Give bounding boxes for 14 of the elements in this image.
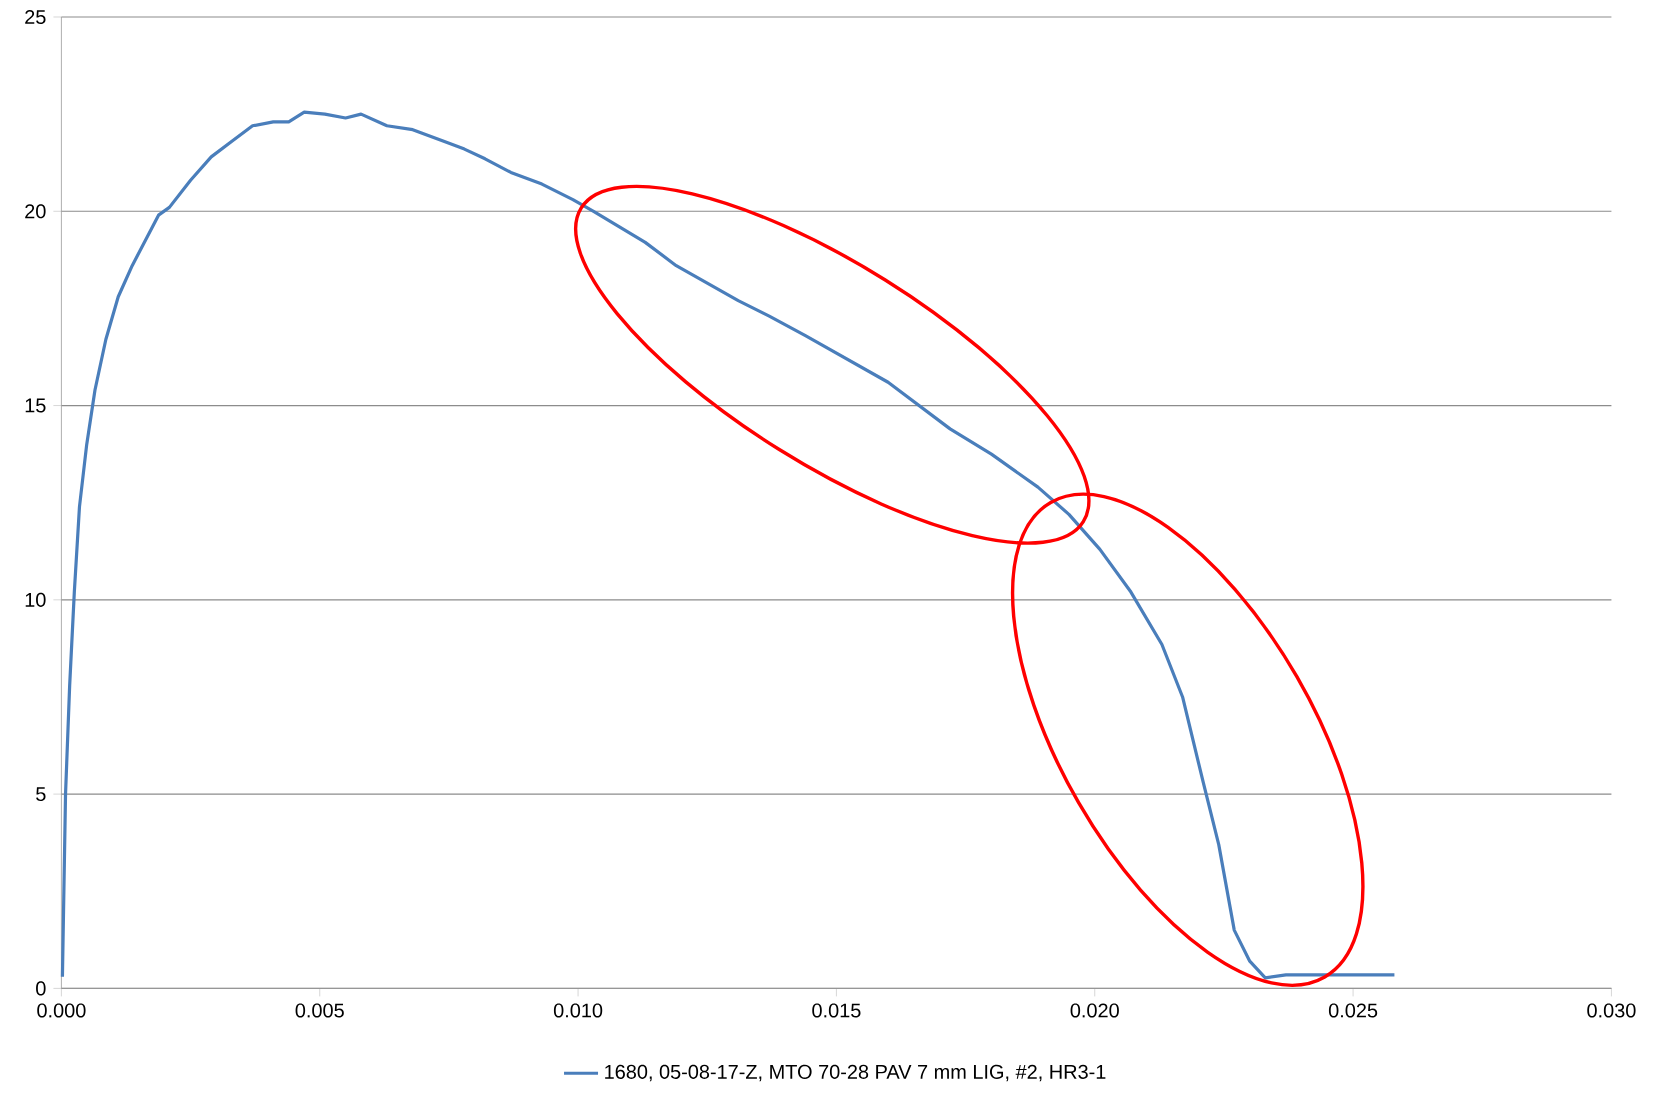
y-tick-label: 20 [25,204,46,219]
y-tick-label: 25 [25,9,46,25]
x-tick-label: 0.025 [1328,1003,1378,1018]
x-tick-label: 0.005 [295,1003,344,1018]
x-tick-label: 0.010 [553,1003,603,1018]
y-tick-label: 0 [36,981,46,996]
x-tick-label: 0.000 [37,1003,86,1018]
x-tick-label: 0.030 [1587,1003,1636,1018]
x-tick-label: 0.020 [1070,1003,1119,1018]
y-tick-label: 15 [25,398,46,413]
legend-label: 1680, 05-08-17-Z, MTO 70-28 PAV 7 mm LIG, #2, HR3-1 [605,1064,1106,1082]
y-tick-label: 5 [36,787,46,802]
y-tick-label: 10 [25,592,46,607]
x-tick-label: 0.015 [812,1003,861,1018]
